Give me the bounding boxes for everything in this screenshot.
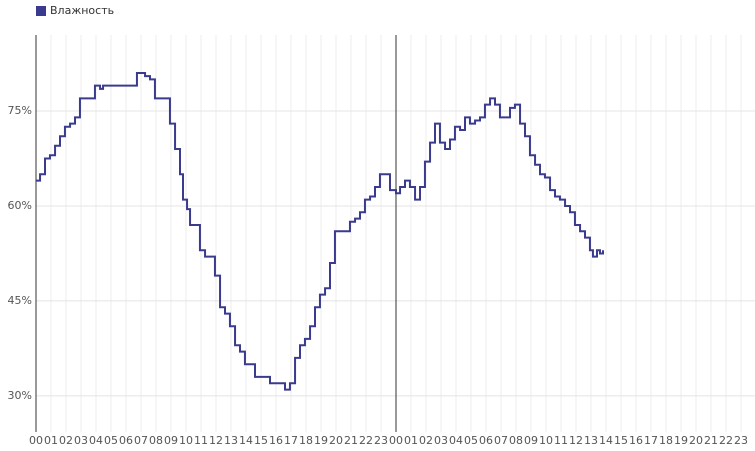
x-tick-label: 21: [344, 434, 358, 447]
x-tick-label: 18: [299, 434, 313, 447]
x-tick-label: 02: [59, 434, 73, 447]
legend-label: Влажность: [50, 4, 114, 17]
x-tick-label: 19: [674, 434, 688, 447]
x-tick-label: 20: [329, 434, 343, 447]
x-tick-label: 06: [479, 434, 493, 447]
x-tick-label: 12: [209, 434, 223, 447]
x-tick-label: 09: [164, 434, 178, 447]
x-tick-label: 22: [359, 434, 373, 447]
x-tick-label: 00: [389, 434, 403, 447]
x-tick-label: 23: [734, 434, 748, 447]
x-tick-label: 09: [524, 434, 538, 447]
x-tick-label: 11: [194, 434, 208, 447]
x-tick-label: 23: [374, 434, 388, 447]
legend-swatch: [36, 6, 46, 16]
x-tick-label: 16: [269, 434, 283, 447]
x-tick-label: 17: [644, 434, 658, 447]
x-tick-label: 22: [719, 434, 733, 447]
x-tick-label: 12: [569, 434, 583, 447]
x-tick-label: 04: [449, 434, 463, 447]
x-tick-label: 21: [704, 434, 718, 447]
line: [36, 71, 604, 391]
x-tick-label: 14: [599, 434, 613, 447]
x-tick-label: 13: [584, 434, 598, 447]
y-tick-label: 30%: [8, 389, 32, 402]
x-tick-label: 06: [119, 434, 133, 447]
x-tick-label: 03: [74, 434, 88, 447]
x-tick-label: 02: [419, 434, 433, 447]
x-tick-label: 08: [149, 434, 163, 447]
x-tick-label: 17: [284, 434, 298, 447]
x-tick-label: 08: [509, 434, 523, 447]
x-tick-label: 18: [659, 434, 673, 447]
x-tick-label: 05: [104, 434, 118, 447]
x-tick-label: 16: [629, 434, 643, 447]
x-tick-label: 15: [614, 434, 628, 447]
x-tick-label: 14: [239, 434, 253, 447]
x-tick-label: 05: [464, 434, 478, 447]
x-tick-label: 03: [434, 434, 448, 447]
x-tick-label: 13: [224, 434, 238, 447]
x-tick-label: 00: [29, 434, 43, 447]
x-tick-label: 07: [134, 434, 148, 447]
x-tick-label: 07: [494, 434, 508, 447]
x-tick-label: 11: [554, 434, 568, 447]
x-tick-label: 15: [254, 434, 268, 447]
y-tick-label: 75%: [8, 104, 32, 117]
x-tick-label: 01: [404, 434, 418, 447]
x-tick-label: 01: [44, 434, 58, 447]
x-tick-label: 19: [314, 434, 328, 447]
x-tick-label: 10: [539, 434, 553, 447]
x-tick-label: 20: [689, 434, 703, 447]
y-tick-label: 45%: [8, 294, 32, 307]
x-tick-label: 04: [89, 434, 103, 447]
x-tick-label: 10: [179, 434, 193, 447]
y-tick-label: 60%: [8, 199, 32, 212]
